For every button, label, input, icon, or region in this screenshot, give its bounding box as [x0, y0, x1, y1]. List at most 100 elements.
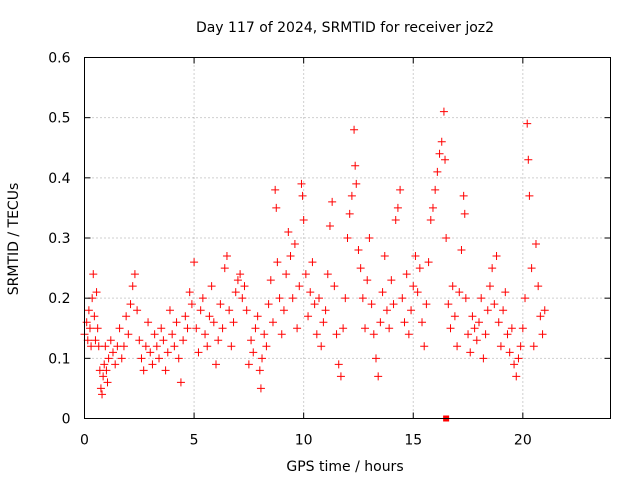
data-point [415, 264, 424, 273]
data-point [214, 336, 223, 345]
data-point [258, 354, 267, 363]
x-tick-label: 15 [404, 433, 422, 449]
data-point [523, 119, 532, 128]
data-point [293, 324, 302, 333]
data-point [374, 372, 383, 381]
data-point [89, 270, 98, 279]
data-point [317, 342, 326, 351]
data-point [231, 288, 240, 297]
data-point [481, 330, 490, 339]
data-point [490, 300, 499, 309]
data-point [236, 270, 245, 279]
data-point [441, 155, 450, 164]
data-point [475, 318, 483, 327]
y-tick-label: 0.6 [48, 51, 70, 67]
data-point [165, 306, 174, 315]
data-point [163, 348, 172, 357]
data-point [409, 282, 418, 291]
x-axis-label: GPS time / hours [286, 459, 403, 475]
axis-ticks: 0 0.1 0.2 0.3 0.4 0.5 0.6 0 5 10 15 20 [48, 51, 611, 449]
data-point [365, 234, 374, 242]
data-point [103, 378, 112, 387]
data-point [124, 330, 133, 339]
data-point [242, 306, 251, 315]
data-point [146, 348, 155, 357]
data-point [306, 288, 315, 297]
data-point [229, 318, 238, 327]
data-point [141, 342, 150, 351]
data-point [380, 252, 389, 261]
data-point [133, 306, 142, 315]
data-point [262, 342, 271, 351]
data-point [126, 300, 135, 309]
data-point [418, 318, 427, 327]
data-point [514, 354, 523, 363]
data-point [334, 360, 343, 369]
data-point [336, 372, 345, 381]
data-point [319, 318, 328, 327]
data-point [272, 203, 281, 212]
data-point [534, 282, 543, 291]
data-point [510, 360, 519, 369]
data-point [400, 318, 409, 327]
data-point [240, 282, 249, 291]
data-point [466, 348, 475, 357]
y-tick-label: 0.5 [48, 111, 70, 127]
data-point [106, 336, 115, 345]
data-point [247, 336, 256, 345]
data-point [190, 258, 199, 267]
data-point [101, 342, 110, 351]
data-point [332, 330, 341, 339]
data-point [516, 342, 525, 351]
data-point [485, 282, 494, 291]
data-point [391, 215, 400, 224]
data-point [85, 324, 94, 333]
data-point [457, 246, 466, 255]
data-point [260, 330, 269, 339]
data-point [450, 312, 459, 321]
data-point [433, 167, 442, 176]
data-point [135, 336, 144, 345]
data-point [444, 300, 453, 309]
data-point [437, 137, 446, 146]
data-point [328, 197, 337, 206]
data-point [84, 306, 93, 315]
data-point [256, 384, 265, 393]
data-point [540, 306, 549, 315]
data-point [341, 294, 350, 303]
data-point [102, 366, 111, 375]
data-point [179, 336, 188, 345]
data-point [225, 306, 234, 315]
data-point [352, 179, 361, 188]
data-point [411, 252, 420, 261]
data-point [402, 270, 411, 279]
data-point [358, 294, 367, 303]
data-point [351, 161, 360, 170]
data-point [275, 294, 284, 303]
data-point [284, 227, 293, 236]
data-point [356, 264, 365, 273]
y-tick-label: 0.3 [48, 231, 70, 247]
y-tick-label: 0.2 [48, 291, 70, 307]
data-point [212, 360, 220, 369]
data-point [442, 234, 451, 242]
x-tick-label: 0 [80, 433, 89, 449]
data-point [174, 354, 183, 363]
data-point [172, 318, 181, 327]
data-point [323, 270, 332, 279]
data-point [420, 342, 429, 351]
data-point [209, 318, 218, 327]
data-point [499, 306, 508, 315]
data-point [96, 384, 105, 393]
data-point [183, 324, 192, 333]
data-point [512, 372, 521, 381]
x-tick-label: 5 [190, 433, 199, 449]
data-point [198, 294, 207, 303]
data-point [310, 300, 319, 309]
data-point [282, 270, 291, 279]
data-point [492, 252, 501, 261]
data-point [472, 336, 481, 345]
data-point [376, 318, 385, 327]
data-point [468, 312, 477, 321]
